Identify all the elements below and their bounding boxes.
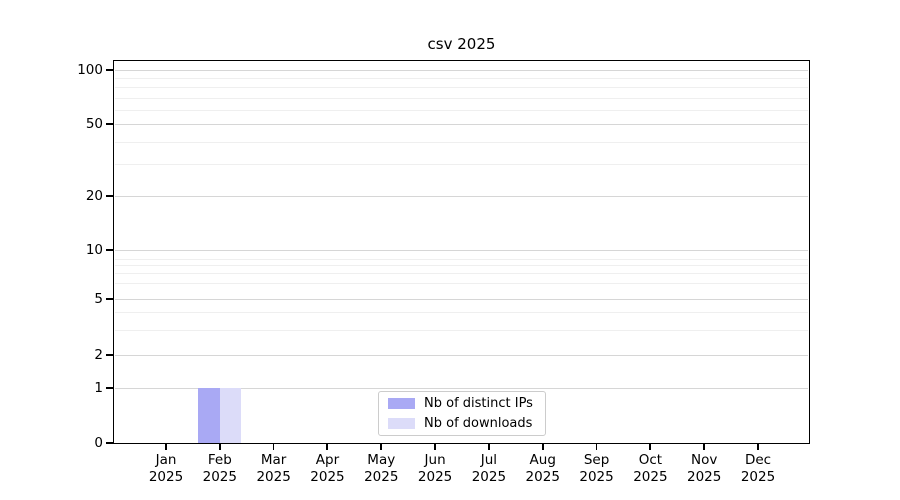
bar-distinct-ips-month-1 [198,388,220,443]
y-tick-label: 10 [85,242,103,258]
y-tick-label: 5 [94,291,103,307]
x-tick-year: 2025 [148,469,184,485]
y-gridline-major [115,250,808,251]
x-tick-mark [595,444,598,450]
y-tick-mark [106,69,113,71]
x-tick-mark [703,444,705,450]
x-tick-month: Jun [424,452,446,468]
y-gridline-major [115,124,808,125]
y-tick-mark [106,123,113,125]
y-gridline-major [115,355,808,356]
x-tick-year: 2025 [310,469,345,485]
y-tick-label: 2 [94,347,103,363]
x-tick-label: Aug 2025 [511,452,575,486]
x-tick-label: Jun 2025 [403,452,467,486]
x-tick-year: 2025 [202,469,237,485]
legend-label-distinct-ips: Nb of distinct IPs [424,396,533,411]
y-tick-label: 0 [94,435,103,451]
x-tick-label: Sep 2025 [565,452,629,486]
y-gridline-minor [115,142,808,143]
x-tick-mark [218,444,221,450]
x-tick-month: Jan [155,452,177,468]
y-gridline-minor [115,265,808,266]
x-tick-label: May 2025 [349,452,413,486]
x-tick-label: Nov 2025 [672,452,736,486]
x-tick-year: 2025 [471,469,507,485]
y-tick-mark [106,195,113,197]
x-tick-label: Feb 2025 [188,452,252,486]
x-tick-month: Aug [529,452,556,468]
y-tick-label: 20 [85,188,103,204]
x-tick-year: 2025 [256,469,291,485]
x-tick-mark [541,444,544,450]
x-tick-mark [165,444,167,450]
x-tick-label: Apr 2025 [295,452,359,486]
x-tick-year: 2025 [525,469,560,485]
y-gridline-major [115,388,808,389]
x-tick-month: Apr [315,452,340,468]
y-gridline-minor [115,312,808,313]
x-tick-month: Jul [480,452,498,468]
legend-swatch-distinct-ips [388,398,415,409]
y-gridline-minor [115,273,808,274]
x-tick-label: Jul 2025 [457,452,521,486]
y-tick-label: 1 [94,380,103,396]
y-gridline-major [115,70,808,71]
x-tick-month: Oct [638,452,663,468]
y-tick-mark [106,249,113,251]
x-tick-mark [272,444,275,450]
y-gridline-minor [115,98,808,99]
x-tick-year: 2025 [364,469,399,485]
y-tick-mark [106,387,113,389]
y-tick-mark [106,442,113,444]
y-gridline-minor [115,110,808,111]
y-gridline-minor [115,87,808,88]
legend-item-downloads: Nb of downloads [388,416,536,431]
y-tick-label: 50 [85,116,103,132]
x-tick-month: Dec [744,452,772,468]
x-tick-month: Nov [691,452,718,468]
x-tick-mark [649,444,652,450]
x-tick-label: Oct 2025 [618,452,682,486]
x-tick-mark [434,444,436,450]
legend: Nb of distinct IPs Nb of downloads [378,391,546,436]
x-tick-mark [380,444,383,450]
x-tick-year: 2025 [633,469,668,485]
y-gridline-major [115,196,808,197]
x-tick-month: Feb [207,452,232,468]
x-tick-year: 2025 [579,469,614,485]
x-tick-mark [757,444,759,450]
x-tick-year: 2025 [740,469,776,485]
y-tick-mark [106,298,113,300]
y-tick-mark [106,354,113,356]
x-tick-label: Mar 2025 [242,452,306,486]
legend-label-downloads: Nb of downloads [424,416,533,431]
y-gridline-minor [115,164,808,165]
x-tick-year: 2025 [687,469,722,485]
x-tick-label: Dec 2025 [726,452,790,486]
x-tick-month: Mar [260,452,287,468]
x-tick-year: 2025 [417,469,453,485]
y-gridline-minor [115,330,808,331]
x-tick-mark [487,444,490,450]
x-tick-mark [326,444,329,450]
y-gridline-major [115,299,808,300]
bar-downloads-month-1 [219,388,242,443]
legend-item-distinct-ips: Nb of distinct IPs [388,396,536,411]
y-gridline-minor [115,259,808,260]
legend-swatch-downloads [388,418,415,429]
y-gridline-minor [115,283,808,284]
y-gridline-minor [115,78,808,79]
x-tick-label: Jan 2025 [134,452,198,486]
plot-area [113,60,810,444]
x-tick-month: Sep [583,452,610,468]
x-tick-month: May [367,452,396,468]
chart-title: csv 2025 [427,35,496,53]
y-tick-label: 100 [77,62,103,78]
